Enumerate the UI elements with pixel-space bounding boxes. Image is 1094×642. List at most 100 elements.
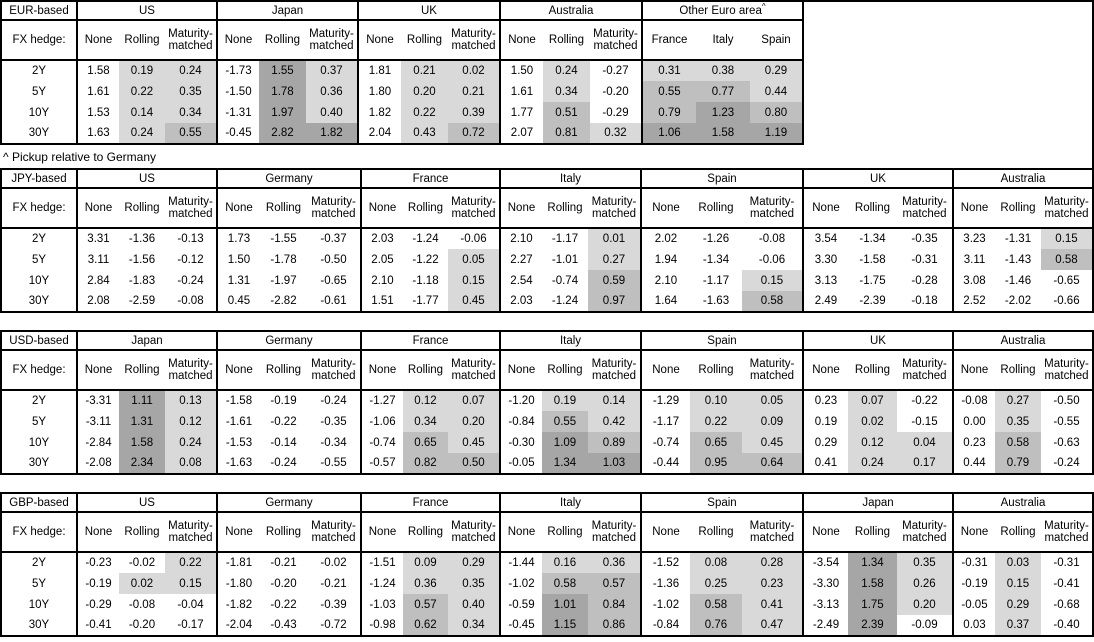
data-table-eur-based: EUR-based US Japan UK Australia Other Euro ar… [0, 0, 804, 145]
value-cell: -1.01 [551, 253, 579, 266]
value-cell: 0.22 [119, 81, 165, 102]
data-table-jpy-based: JPY-based US Germany France Italy Spain UK Aust… [0, 168, 1094, 313]
col-header-none: None [802, 512, 848, 553]
col-header-none: None [360, 350, 403, 391]
value-cell: -1.43 [1004, 253, 1032, 266]
value-cell: 1.63 [76, 123, 119, 144]
value-cell: 0.14 [119, 102, 165, 123]
value-cell: 0.02 [848, 411, 897, 432]
col-header-maturity-matched: Maturity-matched [307, 350, 361, 391]
table-usd-based: USD-based Japan Germany France Italy Spain UK A… [0, 330, 1094, 475]
group-header-germany: Germany [216, 169, 361, 189]
value-cell: 0.23 [742, 573, 803, 594]
group-header-label: US [139, 4, 155, 17]
group-header-label: Italy [559, 496, 582, 509]
value-cell: -0.02 [320, 557, 347, 569]
value-cell: 0.03 [995, 552, 1041, 573]
value-cell: -1.44 [499, 552, 542, 573]
value-cell: 2.84 [76, 270, 119, 291]
value-cell: -0.50 [320, 253, 347, 266]
tenor-label: 30Y [28, 619, 50, 631]
group-header-france: France [360, 169, 500, 189]
value-cell: 0.09 [742, 411, 803, 432]
value-cell: -0.17 [177, 619, 204, 631]
value-cell: 0.34 [543, 81, 590, 102]
value-cell: 2.54 [499, 270, 542, 291]
value-cell: 0.17 [897, 453, 953, 474]
group-header-label: Japan [271, 4, 304, 17]
value-cell: -1.75 [859, 274, 886, 287]
value-cell: -0.41 [1053, 577, 1080, 590]
value-cell: 0.08 [690, 552, 742, 573]
col-header-rolling: Rolling [119, 512, 165, 553]
group-header-label: Germany [265, 172, 313, 185]
value-cell: -3.13 [802, 594, 848, 615]
table-eur-based: EUR-based US Japan UK Australia Other Euro ar… [0, 0, 804, 145]
col-header-none: None [216, 20, 259, 61]
value-cell: 0.38 [696, 60, 750, 81]
value-cell: 1.53 [76, 102, 119, 123]
group-header-australia: Australia [499, 1, 642, 21]
value-cell: 0.19 [802, 411, 848, 432]
group-header-label: US [139, 172, 155, 185]
value-cell: -0.37 [320, 233, 347, 245]
col-header-rolling: Rolling [690, 188, 742, 229]
value-cell: -2.59 [128, 295, 156, 307]
value-cell: -1.78 [270, 253, 297, 266]
value-cell: 0.35 [897, 552, 953, 573]
value-cell: 0.58 [1041, 249, 1093, 270]
value-cell: 0.04 [897, 432, 953, 453]
col-header-rolling: Rolling [260, 512, 307, 553]
value-cell: -0.15 [911, 415, 938, 428]
value-cell: 0.58 [690, 594, 742, 615]
value-cell: 0.45 [448, 291, 500, 312]
value-cell: 0.55 [641, 81, 696, 102]
col-header-rolling: Rolling [403, 350, 448, 391]
value-cell: 0.22 [165, 552, 217, 573]
value-cell: -1.52 [640, 552, 690, 573]
value-cell: -0.39 [320, 598, 347, 611]
tenor-label: 30Y [28, 457, 50, 469]
value-cell: -0.55 [320, 457, 347, 469]
col-header-rolling: Rolling [690, 350, 742, 391]
value-cell: -0.14 [270, 436, 297, 449]
value-cell: -0.18 [911, 295, 938, 307]
group-header-label: Australia [1000, 172, 1046, 185]
value-cell: 0.58 [542, 573, 588, 594]
value-cell: 1.97 [259, 102, 306, 123]
value-cell: -1.82 [216, 594, 260, 615]
col-header-maturity-matched: Maturity-matched [165, 20, 217, 61]
col-header-rolling: Rolling [260, 188, 307, 229]
group-header-label: Italy [559, 334, 582, 347]
value-cell: 0.42 [588, 411, 641, 432]
value-cell: 0.72 [448, 123, 500, 144]
value-cell: -0.23 [76, 552, 119, 573]
value-cell: -1.03 [360, 594, 403, 615]
right-border-line [1092, 0, 1094, 170]
value-cell: 0.64 [742, 453, 803, 474]
value-cell: -0.98 [360, 615, 403, 636]
tenor-label: 30Y [28, 295, 50, 307]
col-header-maturity-matched: Maturity-matched [588, 188, 641, 229]
value-cell: 0.45 [448, 432, 500, 453]
value-cell: 2.05 [360, 249, 403, 270]
value-cell: -0.45 [499, 615, 542, 636]
value-cell: 0.24 [848, 453, 897, 474]
value-cell: -0.20 [128, 619, 156, 631]
col-header-italy: Italy [696, 20, 750, 61]
col-header-maturity-matched: Maturity-matched [165, 350, 217, 391]
value-cell: -1.83 [128, 274, 156, 287]
value-cell: -2.49 [802, 615, 848, 636]
col-header-maturity-matched: Maturity-matched [590, 20, 642, 61]
col-header-maturity-matched: Maturity-matched [165, 512, 217, 553]
value-cell: -0.84 [640, 615, 690, 636]
col-header-maturity-matched: Maturity-matched [306, 20, 358, 61]
col-header-rolling: Rolling [401, 20, 448, 61]
col-header-rolling: Rolling [848, 512, 897, 553]
value-cell: 0.10 [690, 390, 742, 411]
value-cell: -1.58 [216, 390, 260, 411]
col-header-none: None [216, 188, 260, 229]
value-cell: 0.29 [802, 432, 848, 453]
value-cell: 1.31 [216, 270, 260, 291]
value-cell: -2.04 [216, 615, 260, 636]
